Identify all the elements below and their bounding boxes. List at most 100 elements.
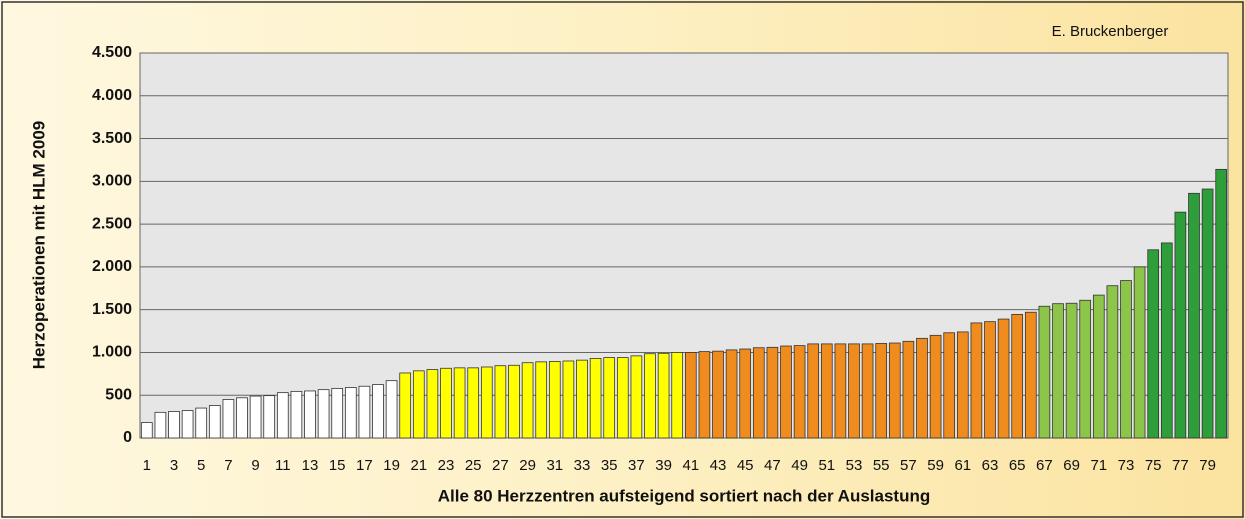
bar: [399, 372, 412, 439]
bar: [916, 337, 928, 439]
bar: [317, 389, 330, 439]
bar: [888, 342, 901, 439]
x-tick-label: 53: [846, 457, 863, 474]
x-tick-label: 25: [465, 457, 482, 474]
x-tick-label: 57: [900, 457, 917, 474]
bar: [644, 353, 656, 439]
bar: [154, 411, 167, 439]
bar: [467, 367, 480, 439]
x-tick-label: 67: [1036, 457, 1053, 474]
x-tick-label: 59: [927, 457, 944, 474]
bar: [739, 348, 752, 439]
x-tick-label: 41: [682, 457, 699, 474]
x-tick-label: 1: [143, 457, 151, 474]
bar: [508, 364, 520, 439]
bar: [1065, 302, 1078, 439]
x-axis-title: Alle 80 Herzzentren aufsteigend sortiert…: [438, 486, 931, 505]
x-tick-label: 73: [1118, 457, 1135, 474]
bar: [344, 387, 357, 439]
y-tick-label: 2.000: [92, 258, 132, 275]
x-tick-label: 79: [1199, 457, 1216, 474]
y-tick-label: 1.000: [92, 344, 132, 361]
bar: [576, 359, 588, 439]
x-tick-label: 19: [383, 457, 400, 474]
bar: [1188, 192, 1200, 439]
bar: [263, 395, 276, 439]
x-tick-label: 7: [224, 457, 232, 474]
bar: [195, 407, 208, 439]
bar: [698, 351, 711, 439]
bar: [752, 347, 765, 439]
bar: [1038, 305, 1051, 439]
bar: [276, 392, 289, 439]
bar: [358, 385, 371, 439]
bar: [657, 352, 670, 439]
x-tick-label: 15: [329, 457, 346, 474]
bar: [1052, 303, 1064, 439]
bar: [480, 366, 493, 439]
bar: [562, 360, 575, 439]
x-tick-label: 51: [818, 457, 835, 474]
y-tick-label: 4.500: [92, 44, 132, 61]
bar: [372, 384, 384, 439]
bar: [548, 361, 561, 439]
credit: E. Bruckenberger: [1052, 23, 1169, 40]
x-tick-label: 43: [710, 457, 727, 474]
y-tick-label: 500: [105, 386, 132, 403]
bar: [1147, 249, 1160, 439]
bar: [1092, 294, 1105, 439]
bar: [1174, 211, 1187, 439]
bar: [780, 345, 792, 439]
bar: [929, 334, 942, 439]
bar: [589, 358, 602, 439]
bar: [861, 343, 874, 439]
y-tick-label: 2.500: [92, 215, 132, 232]
bar: [997, 318, 1010, 439]
x-tick-label: 55: [873, 457, 890, 474]
bar: [1201, 188, 1214, 439]
x-tick-label: 61: [954, 457, 971, 474]
bar: [140, 422, 153, 439]
plot-area: [139, 52, 1229, 439]
bar: [970, 322, 983, 439]
bar: [1133, 266, 1146, 439]
bar: [848, 343, 860, 439]
bar: [412, 370, 425, 439]
x-tick-label: 11: [275, 457, 291, 474]
bar: [902, 340, 915, 439]
bar: [793, 345, 806, 439]
x-tick-label: 45: [737, 457, 754, 474]
x-tick-label: 75: [1145, 457, 1162, 474]
bar: [222, 399, 235, 439]
y-tick-label: 3.500: [92, 130, 132, 147]
bar: [1106, 285, 1119, 439]
x-tick-label: 17: [356, 457, 373, 474]
bar: [630, 355, 643, 439]
y-tick-label: 0: [123, 429, 132, 446]
x-tick-label: 31: [546, 457, 563, 474]
x-tick-label: 49: [791, 457, 808, 474]
y-tick-label: 3.000: [92, 173, 132, 190]
x-tick-label: 39: [655, 457, 672, 474]
bar: [875, 343, 888, 439]
bar: [712, 350, 724, 439]
y-tick-label: 4.000: [92, 87, 132, 104]
bar: [1215, 168, 1228, 439]
x-tick-label: 77: [1172, 457, 1189, 474]
bar: [208, 405, 221, 439]
bar: [616, 357, 629, 439]
bar: [304, 390, 316, 439]
x-tick-label: 27: [492, 457, 509, 474]
x-tick-label: 3: [170, 457, 178, 474]
bar: [331, 387, 344, 439]
x-tick-label: 35: [601, 457, 618, 474]
bar: [440, 367, 452, 439]
bar: [453, 367, 466, 439]
x-tick-label: 23: [438, 457, 455, 474]
bar: [671, 352, 684, 439]
bar: [535, 361, 548, 439]
bar: [834, 343, 847, 439]
bar: [249, 395, 262, 439]
